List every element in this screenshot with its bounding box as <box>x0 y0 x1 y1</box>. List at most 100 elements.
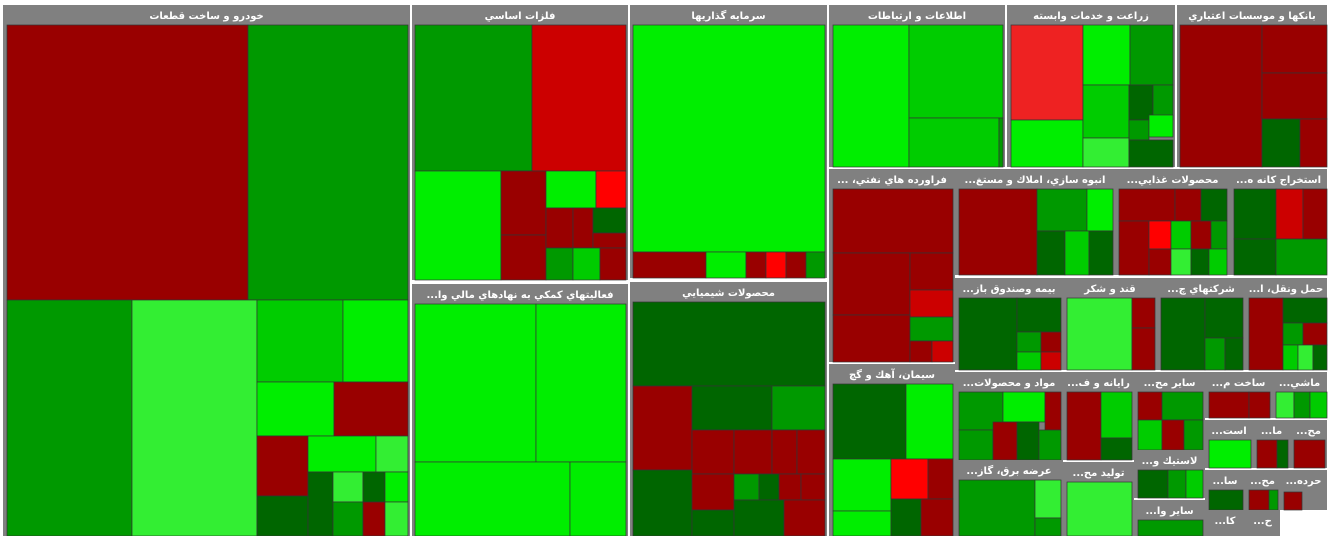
sector-title: حرده... <box>1286 476 1322 487</box>
stock-tile <box>569 461 627 536</box>
stock-tile <box>733 473 760 501</box>
stock-tile <box>1210 220 1228 250</box>
stock-tile <box>1137 469 1169 499</box>
stock-tile <box>1066 297 1133 371</box>
sector: فلزات اساسي <box>412 5 628 281</box>
stock-tile <box>256 299 344 383</box>
sector-title: سا... <box>1213 476 1238 487</box>
stock-tile <box>1036 230 1066 276</box>
stock-tile <box>927 458 954 500</box>
stock-tile <box>1131 327 1156 371</box>
stock-tile <box>832 314 911 363</box>
stock-tile <box>733 429 773 475</box>
stock-tile <box>992 421 1018 461</box>
stock-tile <box>733 499 785 536</box>
stock-tile <box>362 501 386 536</box>
stock-tile <box>1309 391 1328 419</box>
stock-tile <box>1167 469 1187 499</box>
stock-tile <box>771 429 798 475</box>
sector: قند و شكر <box>1063 278 1157 371</box>
stock-tile <box>1183 419 1204 451</box>
stock-tile <box>920 498 954 536</box>
sector-title: بيمه وصندوق باز... <box>962 284 1055 295</box>
stock-tile <box>599 247 627 281</box>
stock-tile <box>800 473 826 501</box>
stock-tile <box>958 297 1018 371</box>
stock-tile <box>998 117 1004 168</box>
stock-tile <box>1283 491 1303 511</box>
stock-tile <box>384 471 409 503</box>
sector: مح... <box>1290 420 1327 469</box>
sector: ح... <box>1245 510 1280 536</box>
sector-title: سرمايه گذاريها <box>691 9 765 22</box>
stock-tile <box>592 232 627 249</box>
sector-title: لاستيك و... <box>1142 456 1198 467</box>
stock-tile <box>545 247 574 281</box>
stock-tile <box>632 301 826 387</box>
stock-tile <box>545 207 574 249</box>
stock-tile <box>131 299 258 536</box>
stock-tile <box>1170 220 1192 250</box>
stock-tile <box>384 501 409 536</box>
sector: مواد و محصولات... <box>955 372 1063 461</box>
stock-tile <box>1044 391 1062 431</box>
stock-tile <box>1208 248 1228 276</box>
sector: محصولات شيميايي <box>630 282 827 536</box>
stock-tile <box>500 234 547 281</box>
stock-tile <box>1118 188 1176 222</box>
stock-tile <box>909 289 954 318</box>
stock-tile <box>1160 297 1206 371</box>
sector-title: ساخت م... <box>1212 378 1266 389</box>
sector-frame <box>1205 510 1245 536</box>
stock-tile <box>1148 114 1174 138</box>
stock-tile <box>691 429 735 475</box>
sector-title: كا... <box>1215 516 1236 527</box>
stock-tile <box>958 479 1036 536</box>
stock-tile <box>342 299 409 383</box>
sector-title: ح... <box>1253 516 1272 527</box>
stock-tile <box>1299 118 1328 168</box>
sector: ساخت م... <box>1205 372 1272 419</box>
stock-tile <box>1293 439 1326 469</box>
stock-tile <box>691 509 735 536</box>
stock-tile <box>1002 391 1046 423</box>
sector: سيمان، آهك و گچ <box>829 364 955 536</box>
sector: محصولات غذايي... <box>1115 169 1230 276</box>
stock-tile <box>1016 331 1042 353</box>
stock-tile <box>1275 238 1328 276</box>
stock-tile <box>1100 437 1133 461</box>
stock-tile <box>592 207 627 234</box>
sector-title: فلزات اساسي <box>485 11 556 22</box>
sector: ساير وا... <box>1134 500 1205 536</box>
stock-tile <box>1268 489 1279 511</box>
stock-tile <box>1010 119 1084 168</box>
sector: فعاليتهاي كمكي به نهادهاي مالي وا... <box>412 284 628 536</box>
stock-tile <box>332 471 364 503</box>
stock-tile <box>1038 429 1062 461</box>
sector-title: فراورده هاي نفتي، ... <box>837 175 947 186</box>
stock-tile <box>1161 419 1185 451</box>
stock-tile <box>783 499 826 536</box>
sector-title: محصولات شيميايي <box>682 288 775 299</box>
stock-tile <box>1185 469 1204 499</box>
stock-tile <box>256 435 309 497</box>
stock-tile <box>705 251 747 279</box>
stock-tile <box>1190 248 1210 276</box>
stock-tile <box>1010 24 1084 121</box>
sector: لاستيك و... <box>1134 450 1205 499</box>
stock-tile <box>1179 24 1263 168</box>
stock-tile <box>1248 391 1271 419</box>
sector: كا... <box>1205 510 1245 536</box>
stock-tile <box>6 24 249 301</box>
stock-tile <box>1208 489 1244 511</box>
sector-title: فعاليتهاي كمكي به نهادهاي مالي وا... <box>426 290 613 301</box>
stock-tile <box>1040 351 1062 371</box>
stock-tile <box>256 381 335 437</box>
stock-tile <box>958 188 1038 276</box>
stock-tile <box>691 385 773 431</box>
sector-title: مح... <box>1296 426 1321 437</box>
sector-title: محصولات غذايي... <box>1127 175 1219 186</box>
stock-tile <box>908 117 1000 168</box>
stock-tile <box>1118 220 1150 276</box>
stock-tile <box>908 24 1004 119</box>
